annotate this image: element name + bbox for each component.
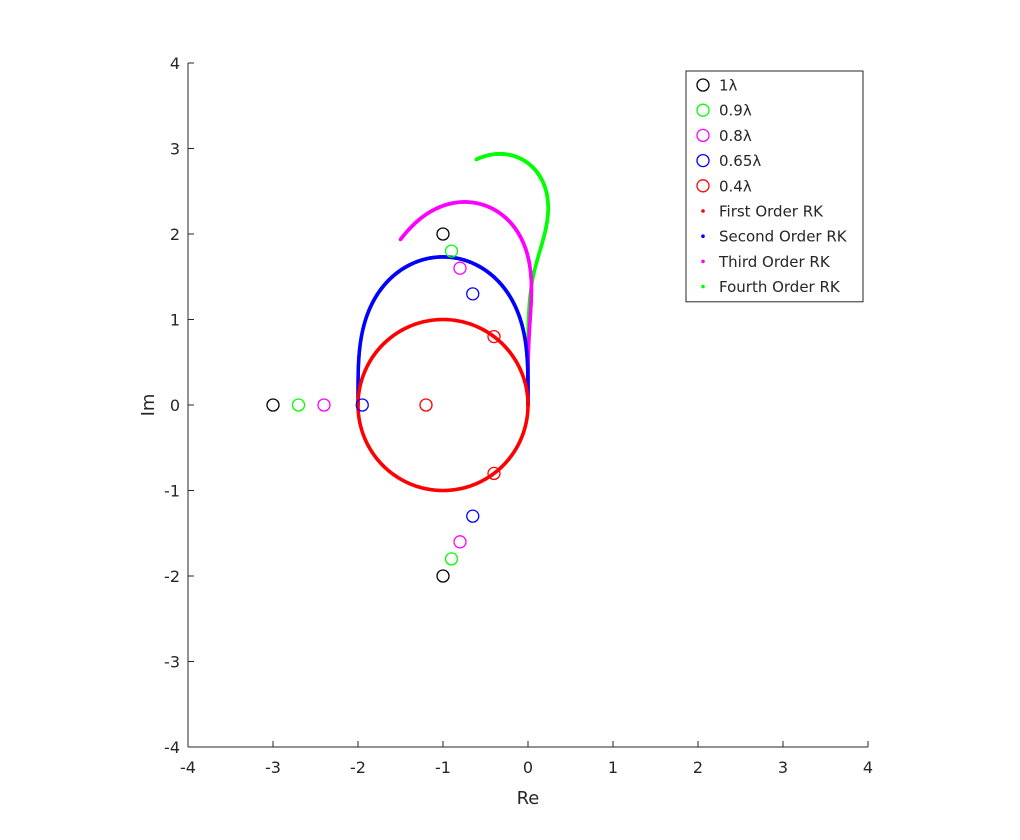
legend-dot-marker	[701, 259, 705, 264]
legend-item: 0.65λ	[696, 152, 761, 170]
x-tick-label: -1	[435, 758, 451, 777]
x-tick-label: 1	[608, 758, 618, 777]
legend-label: 0.4λ	[719, 177, 752, 195]
legend-item: 1λ	[696, 77, 738, 95]
boundary-point	[474, 157, 479, 162]
y-tick-label: 1	[170, 311, 180, 330]
legend-circle-marker	[696, 179, 710, 193]
legend-label: 1λ	[719, 77, 738, 95]
legend-circle-marker	[696, 78, 710, 92]
legend-label: 0.65λ	[719, 152, 761, 170]
y-tick-label: -1	[164, 482, 180, 501]
eigenvalue-point	[466, 509, 480, 523]
eigenvalue-point	[317, 398, 331, 412]
eigenvalue-series	[291, 244, 459, 566]
boundary-point	[526, 403, 530, 407]
boundary-point	[398, 237, 403, 242]
eigenvalue-point	[453, 535, 467, 549]
legend-label: Second Order RK	[719, 228, 848, 246]
eigenvalue-point	[487, 329, 501, 344]
x-tick-label: 4	[863, 758, 873, 777]
eigenvalue-point	[355, 398, 369, 412]
y-axis-ticks: -4 -3 -2 -1 0 1 2 3 4	[164, 54, 194, 757]
y-tick-label: -2	[164, 567, 180, 586]
boundary-2	[356, 255, 530, 407]
boundary-1	[356, 317, 530, 493]
eigenvalue-series	[317, 261, 467, 549]
eigenvalue-point	[436, 227, 450, 241]
eigenvalue-point	[291, 398, 306, 412]
eigenvalue-point	[487, 466, 501, 481]
legend-dot-marker	[701, 284, 705, 289]
legend-item: Fourth Order RK	[701, 278, 841, 296]
legend: 1λ 0.9λ 0.8λ 0.65λ 0.4λ First Order RK Second …	[685, 70, 864, 303]
legend-item: 0.8λ	[696, 127, 752, 145]
eigenvalue-point	[444, 244, 459, 258]
legend-dot-marker	[701, 209, 705, 213]
eigenvalue-point	[266, 398, 280, 412]
x-tick-label: 2	[693, 758, 703, 777]
x-tick-label: -4	[180, 758, 196, 777]
y-tick-label: 3	[170, 140, 180, 159]
legend-item: 0.4λ	[696, 177, 752, 195]
legend-label: First Order RK	[719, 203, 824, 221]
x-tick-label: -2	[350, 758, 366, 777]
legend-label: 0.9λ	[719, 102, 752, 120]
x-tick-label: -3	[265, 758, 281, 777]
y-axis-label: Im	[138, 394, 159, 417]
y-tick-label: -4	[164, 738, 180, 757]
legend-item: Third Order RK	[701, 253, 831, 271]
legend-dot-marker	[701, 234, 705, 238]
x-axis-ticks: -4 -3 -2 -1 0 1 2 3 4	[180, 741, 873, 777]
x-tick-label: 3	[778, 758, 788, 777]
eigenvalue-point	[466, 287, 480, 301]
legend-item: First Order RK	[701, 203, 824, 221]
eigenvalue-point	[436, 569, 450, 583]
eigenvalue-point	[453, 261, 467, 275]
x-tick-label: 0	[523, 758, 533, 777]
eigenvalue-point	[444, 552, 459, 566]
y-tick-label: 4	[170, 54, 180, 73]
legend-circle-marker	[696, 128, 710, 143]
legend-circle-marker	[696, 153, 710, 168]
eigenvalue-series	[266, 227, 450, 583]
legend-label: Third Order RK	[718, 253, 831, 271]
eigenvalue-series	[355, 287, 480, 523]
legend-label: 0.8λ	[719, 127, 752, 145]
eigenvalue-point	[419, 398, 433, 412]
y-tick-label: -3	[164, 653, 180, 672]
rk-stability-boundaries	[356, 152, 550, 493]
y-tick-label: 2	[170, 225, 180, 244]
eigenvalue-series	[419, 329, 501, 481]
eigenvalue-markers	[266, 227, 501, 583]
boundary-4	[474, 152, 550, 407]
x-axis-label: Re	[517, 788, 540, 809]
legend-item: Second Order RK	[701, 228, 848, 246]
y-tick-label: 0	[170, 396, 180, 415]
legend-circle-marker	[696, 103, 710, 117]
legend-item: 0.9λ	[696, 102, 752, 120]
legend-label: Fourth Order RK	[719, 278, 841, 296]
legend-box	[685, 70, 864, 303]
